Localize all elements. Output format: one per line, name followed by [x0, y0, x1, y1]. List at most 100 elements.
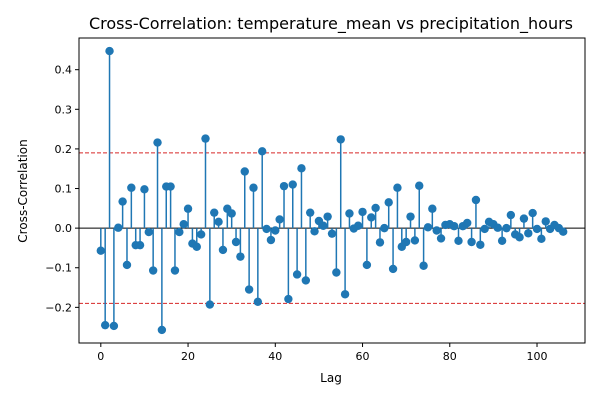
stem-marker	[340, 290, 350, 299]
stem-marker	[218, 245, 228, 255]
stem-marker	[406, 212, 415, 221]
x-tick-label: 0	[97, 350, 104, 363]
stem-marker	[454, 236, 463, 246]
stem-marker	[109, 321, 119, 331]
stem-marker	[140, 185, 149, 194]
stem-marker	[353, 221, 363, 230]
stem-marker	[449, 221, 459, 231]
stem-marker	[323, 212, 332, 221]
stem-marker	[327, 229, 337, 238]
stem-marker	[236, 252, 245, 261]
stem-marker	[362, 260, 372, 270]
y-tick-label: 0.3	[55, 103, 73, 116]
stem-marker	[175, 227, 184, 237]
stem-marker	[432, 226, 441, 235]
stem-marker	[388, 264, 398, 274]
stem-marker	[423, 223, 433, 232]
stem-marker	[96, 246, 106, 255]
stem-marker	[288, 180, 297, 189]
stem-marker	[122, 260, 132, 270]
stem-marker	[114, 223, 123, 232]
stem-marker	[524, 229, 533, 238]
stem-marker	[144, 227, 153, 237]
stem-marker	[201, 134, 210, 143]
stem-marker	[519, 214, 529, 223]
stem-marker	[467, 237, 476, 247]
stem-marker	[415, 181, 424, 190]
stem-marker	[480, 224, 489, 234]
x-tick-label: 40	[268, 350, 282, 363]
stem-marker	[279, 181, 289, 191]
stem-marker	[231, 237, 241, 247]
stem-marker	[375, 238, 385, 247]
stem-marker	[393, 183, 402, 192]
stem-marker	[118, 197, 127, 206]
stem-marker	[284, 294, 293, 304]
stem-marker	[258, 147, 267, 156]
stem-marker	[428, 204, 437, 213]
plot-frame	[78, 37, 586, 344]
stem-marker	[410, 236, 420, 245]
x-tick-label: 20	[181, 350, 195, 363]
stem-marker	[305, 208, 315, 217]
stem-marker	[497, 236, 507, 246]
y-tick-label: 0.4	[55, 64, 73, 77]
stem-marker	[240, 167, 249, 176]
y-tick-label: 0.0	[55, 222, 73, 235]
stem-marker	[275, 215, 284, 224]
x-tick-label: 80	[443, 350, 457, 363]
y-tick-label: −0.2	[45, 301, 72, 314]
stem-marker	[419, 261, 428, 270]
stem-marker	[367, 213, 376, 222]
stem-marker	[249, 183, 258, 192]
stem-marker	[332, 268, 341, 277]
stem-marker	[127, 183, 136, 192]
stem-marker	[541, 217, 550, 226]
stem-marker	[345, 209, 354, 218]
chart-title: Cross-Correlation: temperature_mean vs p…	[89, 14, 573, 34]
stem-marker	[476, 240, 485, 249]
x-tick-label: 60	[356, 350, 370, 363]
stem-marker	[506, 210, 516, 220]
stem-marker	[493, 223, 502, 232]
stem-marker	[166, 182, 175, 191]
plot-area: 0 20 40 60 80 100 −0.2 −0.1 0.0 0.1 0.2 0.3 0.4	[45, 37, 586, 363]
stem-marker	[310, 227, 319, 236]
stem-marker	[210, 208, 219, 217]
stem-marker	[170, 266, 180, 275]
stem-marker	[100, 320, 110, 330]
y-tick-label: −0.1	[45, 262, 72, 275]
stem-marker	[266, 235, 276, 245]
y-tick-label: 0.1	[55, 183, 73, 196]
stem-marker	[192, 242, 201, 251]
stem-marker	[384, 198, 393, 207]
stem-marker	[319, 221, 328, 230]
stem-marker	[292, 270, 302, 279]
stem-marker	[502, 223, 511, 233]
stem-marker	[205, 300, 215, 309]
stem-marker	[153, 138, 162, 147]
stem-marker	[179, 219, 188, 229]
stem-marker	[183, 204, 193, 213]
stem-marker	[401, 237, 411, 247]
stem-marker	[380, 223, 389, 233]
stem-marker	[135, 240, 145, 250]
stem-marker	[301, 276, 311, 285]
stem-marker	[157, 325, 167, 335]
stem-marker	[262, 224, 271, 234]
y-axis-label: Cross-Correlation	[16, 139, 30, 242]
stem-marker	[227, 209, 236, 218]
stem-marker	[148, 266, 158, 275]
x-tick-label: 100	[527, 350, 548, 363]
stem-marker	[528, 208, 537, 218]
stem-marker	[436, 234, 446, 243]
stem-marker	[537, 234, 546, 244]
stem-marker	[471, 195, 481, 205]
stem-marker	[515, 233, 524, 242]
stem-marker	[196, 230, 206, 239]
stem-marker	[244, 285, 254, 294]
stem-marker	[271, 226, 280, 235]
stem-marker	[371, 203, 380, 213]
